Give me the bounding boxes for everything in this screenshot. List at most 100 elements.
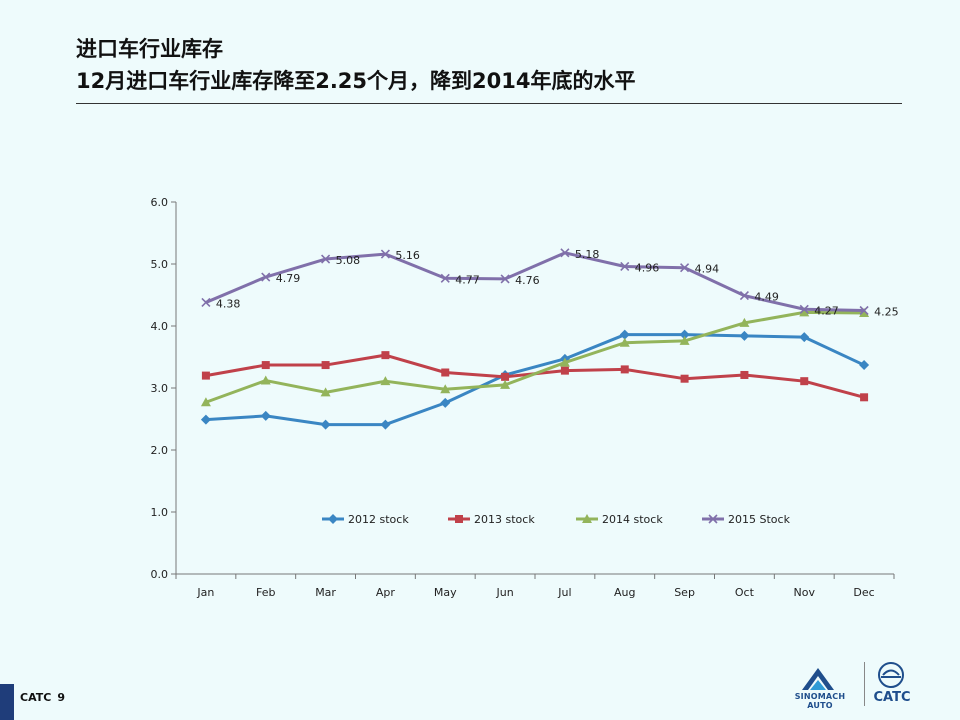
legend-swatch-marker — [582, 514, 592, 523]
data-label: 4.27 — [814, 304, 839, 317]
y-tick-label: 1.0 — [151, 506, 169, 519]
x-tick-label: May — [434, 586, 457, 599]
x-tick-label: Jan — [196, 586, 214, 599]
data-point — [680, 263, 690, 273]
data-point — [380, 419, 391, 430]
data-point — [799, 304, 809, 314]
data-point — [261, 272, 271, 282]
data-point — [320, 419, 331, 430]
data-point — [261, 361, 270, 370]
sinomach-logo-text: SINOMACH AUTO — [794, 692, 846, 710]
data-point — [560, 366, 569, 375]
page-title: 进口车行业库存 — [76, 37, 223, 61]
title-divider — [76, 103, 902, 104]
data-point — [799, 307, 810, 317]
x-tick-label: Jun — [495, 586, 513, 599]
x-tick-label: Feb — [256, 586, 275, 599]
data-label: 5.16 — [395, 249, 420, 262]
data-point — [620, 261, 630, 272]
page-number: 9 — [57, 691, 65, 704]
data-label: 4.49 — [754, 291, 779, 304]
page-subtitle: 12月进口车行业库存降至2.25个月，降到2014年底的水平 — [76, 69, 636, 93]
y-tick-label: 3.0 — [151, 382, 169, 395]
data-label: 4.79 — [276, 272, 301, 285]
x-tick-label: Jul — [557, 586, 571, 599]
data-label: 4.94 — [695, 263, 720, 276]
catc-logo-text: CATC — [873, 690, 911, 705]
legend-label: 2013 stock — [474, 513, 535, 526]
data-point — [680, 374, 689, 383]
data-point — [500, 379, 511, 389]
data-point — [799, 332, 810, 343]
data-point — [440, 397, 451, 408]
data-point — [260, 410, 271, 421]
y-tick-label: 6.0 — [151, 196, 169, 209]
y-tick-label: 4.0 — [151, 320, 169, 333]
data-point — [440, 273, 450, 283]
x-tick-label: Apr — [376, 586, 396, 599]
data-point — [380, 249, 390, 259]
legend-swatch-marker — [708, 514, 718, 524]
y-tick-label: 2.0 — [151, 444, 169, 457]
data-point — [200, 397, 211, 407]
data-point — [381, 351, 390, 360]
data-point — [740, 370, 749, 379]
data-label: 5.18 — [575, 248, 600, 261]
data-label: 4.25 — [874, 306, 899, 319]
footer: CATC 9 — [20, 691, 65, 704]
legend-swatch-marker — [328, 514, 338, 524]
data-point — [559, 357, 570, 367]
data-point — [620, 365, 629, 374]
y-tick-label: 5.0 — [151, 258, 169, 271]
data-point — [200, 414, 211, 425]
data-point — [619, 329, 630, 340]
legend-swatch-marker — [455, 515, 463, 523]
data-point — [800, 377, 809, 386]
data-point — [619, 337, 630, 347]
data-point — [201, 297, 211, 308]
x-tick-label: Oct — [735, 586, 755, 599]
data-point — [560, 248, 570, 258]
series-line-2015-stock — [205, 251, 865, 312]
legend-label: 2014 stock — [602, 513, 663, 526]
x-tick-label: Mar — [315, 586, 336, 599]
data-point — [500, 274, 510, 284]
data-label: 5.08 — [336, 254, 361, 267]
data-point — [321, 254, 331, 264]
data-point — [440, 384, 451, 394]
title-block: 进口车行业库存 12月进口车行业库存降至2.25个月，降到2014年底的水平 — [76, 34, 635, 98]
data-label: 4.76 — [515, 274, 540, 287]
data-point — [501, 372, 510, 381]
x-tick-label: Sep — [674, 586, 695, 599]
data-label: 4.77 — [455, 273, 480, 286]
footer-label: CATC — [20, 691, 52, 704]
data-point — [201, 371, 210, 380]
data-point — [380, 376, 391, 386]
data-point — [860, 393, 869, 402]
data-point — [739, 291, 749, 301]
y-tick-label: 0.0 — [151, 568, 169, 581]
data-point — [321, 361, 330, 370]
series-line-2013-stock — [205, 353, 865, 399]
data-point — [320, 387, 331, 397]
data-point — [679, 335, 690, 345]
data-point — [859, 360, 870, 371]
series-line-2014-stock — [205, 310, 865, 404]
x-tick-label: Aug — [614, 586, 635, 599]
data-point — [260, 375, 271, 385]
footer-accent-bar — [0, 684, 14, 720]
data-point — [739, 317, 750, 327]
series-line-2012-stock — [205, 333, 865, 427]
x-tick-label: Nov — [794, 586, 816, 599]
data-label: 4.96 — [635, 261, 660, 274]
data-point — [859, 305, 869, 316]
legend-label: 2012 stock — [348, 513, 409, 526]
data-point — [739, 330, 750, 341]
logo-divider — [864, 662, 865, 706]
sinomach-logo-icon — [802, 668, 834, 690]
data-label: 4.38 — [216, 297, 241, 310]
data-point — [441, 368, 450, 377]
data-point — [859, 307, 870, 317]
x-tick-label: Dec — [853, 586, 874, 599]
